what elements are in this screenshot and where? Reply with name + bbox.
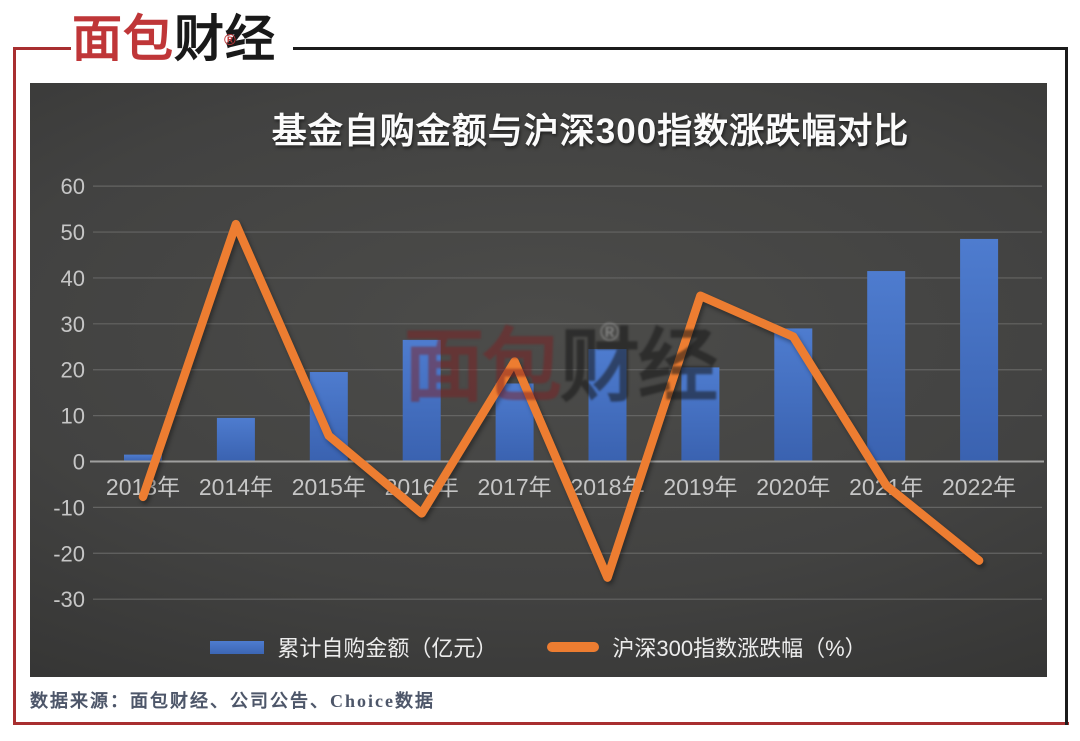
svg-text:2020年: 2020年 [756, 474, 830, 500]
brand-logo-black-text: 财经 [174, 11, 276, 67]
svg-text:20: 20 [61, 358, 85, 383]
frame-top-red-line [13, 47, 71, 50]
svg-text:30: 30 [61, 312, 85, 337]
source-note: 数据来源：面包财经、公司公告、Choice数据 [30, 691, 435, 711]
svg-text:60: 60 [61, 174, 85, 199]
svg-text:-30: -30 [53, 587, 85, 612]
svg-text:2014年: 2014年 [199, 474, 273, 500]
legend-bar-swatch [210, 640, 265, 654]
registered-trademark-icon: ® [224, 32, 237, 49]
brand-logo-red-text: 面包 [72, 11, 174, 67]
svg-text:-10: -10 [53, 495, 85, 520]
frame-right-black-line [1065, 47, 1068, 725]
frame-top-black-line [293, 47, 1068, 50]
legend-line-label: 沪深300指数涨跌幅（%） [612, 636, 867, 661]
frame-bottom-red-line [13, 722, 1069, 725]
chart-title: 基金自购金额与沪深300指数涨跌幅对比 [271, 112, 910, 151]
legend-line-swatch [547, 642, 600, 652]
chart-panel: 基金自购金额与沪深300指数涨跌幅对比 60 50 40 30 20 10 0 -10 -20 -… [30, 83, 1047, 677]
svg-text:2022年: 2022年 [942, 474, 1016, 500]
legend-bar-label: 累计自购金额（亿元） [277, 636, 498, 661]
svg-text:50: 50 [61, 220, 85, 245]
legend-item-line: 沪深300指数涨跌幅（%） [547, 631, 867, 663]
svg-text:10: 10 [61, 404, 85, 429]
svg-text:2019年: 2019年 [663, 474, 737, 500]
svg-text:2015年: 2015年 [292, 474, 366, 500]
svg-text:-20: -20 [53, 541, 85, 566]
frame-left-red-line [13, 47, 16, 725]
brand-logo: 面包财经 ® [72, 6, 276, 76]
chart-legend: 累计自购金额（亿元） 沪深300指数涨跌幅（%） [30, 631, 1047, 663]
svg-text:40: 40 [61, 266, 85, 291]
svg-text:2017年: 2017年 [478, 474, 552, 500]
legend-item-bar: 累计自购金额（亿元） [210, 631, 497, 663]
svg-text:0: 0 [73, 450, 85, 475]
